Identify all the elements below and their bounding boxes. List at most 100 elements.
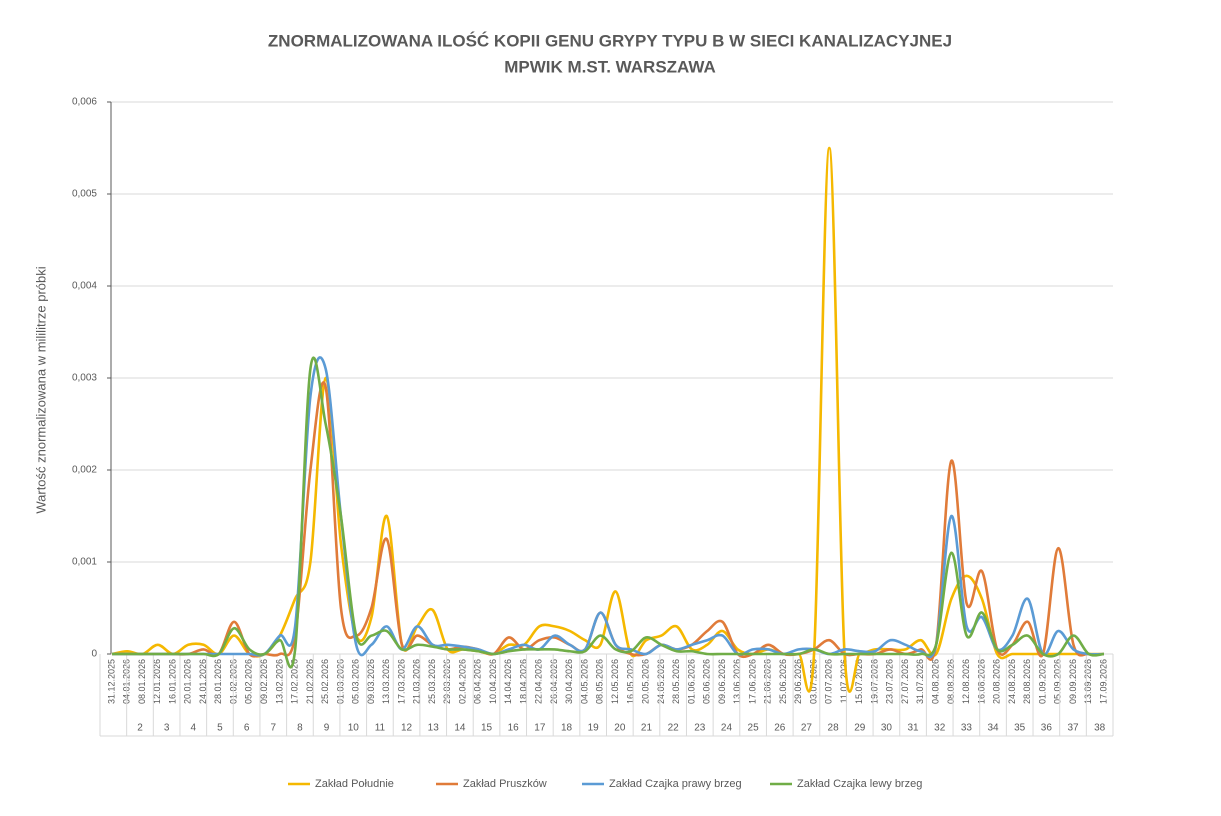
x-tick-label: 21.06.2026	[763, 659, 773, 704]
chart-title: MPWIK M.ST. WARSZAWA	[504, 57, 716, 76]
week-label: 23	[694, 723, 706, 734]
week-label: 28	[828, 723, 840, 734]
y-axis-label: Wartość znormalizowana w mililitrze prób…	[33, 266, 48, 513]
x-tick-label: 04.08.2026	[930, 659, 940, 704]
week-label: 27	[801, 723, 813, 734]
x-tick-label: 16.08.2026	[976, 659, 986, 704]
y-tick-label: 0,001	[72, 557, 97, 568]
week-label: 21	[641, 723, 653, 734]
x-tick-label: 13.06.2026	[732, 659, 742, 704]
x-tick-label: 02.04.2026	[457, 659, 467, 704]
y-tick-label: 0	[91, 649, 97, 660]
x-tick-label: 21.03.2026	[412, 659, 422, 704]
week-label: 30	[881, 723, 893, 734]
x-tick-label: 17.09.2026	[1098, 659, 1108, 704]
x-tick-label: 17.03.2026	[396, 659, 406, 704]
x-tick-label: 30.04.2026	[564, 659, 574, 704]
legend-label: Zakład Czajka lewy brzeg	[797, 778, 922, 790]
x-tick-label: 05.09.2026	[1053, 659, 1063, 704]
x-tick-label: 29.03.2026	[442, 659, 452, 704]
week-label: 17	[534, 723, 546, 734]
week-label: 22	[668, 723, 680, 734]
x-tick-label: 14.04.2026	[503, 659, 513, 704]
week-label: 32	[934, 723, 946, 734]
x-tick-label: 16.01.2026	[167, 659, 177, 704]
x-tick-label: 05.06.2026	[702, 659, 712, 704]
week-label: 29	[854, 723, 866, 734]
week-label: 37	[1067, 723, 1079, 734]
x-tick-label: 09.02.2026	[259, 659, 269, 704]
x-tick-label: 08.08.2026	[946, 659, 956, 704]
x-tick-label: 07.07.2026	[824, 659, 834, 704]
x-tick-label: 12.08.2026	[961, 659, 971, 704]
x-tick-label: 26.04.2026	[549, 659, 559, 704]
week-label: 18	[561, 723, 573, 734]
x-tick-label: 22.04.2026	[534, 659, 544, 704]
x-tick-label: 31.12.2025	[106, 659, 116, 704]
x-tick-label: 03.07.2026	[808, 659, 818, 704]
week-label: 36	[1041, 723, 1053, 734]
week-label: 7	[270, 723, 276, 734]
legend-label: Zakład Pruszków	[463, 778, 547, 790]
week-label: 5	[217, 723, 223, 734]
x-tick-label: 28.01.2026	[213, 659, 223, 704]
week-label: 24	[721, 723, 733, 734]
x-tick-label: 10.04.2026	[488, 659, 498, 704]
x-tick-label: 09.03.2026	[366, 659, 376, 704]
series-line	[111, 146, 1104, 693]
series-line	[112, 356, 1105, 669]
x-tick-label: 12.01.2026	[152, 659, 162, 704]
week-label: 31	[908, 723, 920, 734]
week-label: 4	[191, 723, 197, 734]
x-tick-label: 24.01.2026	[198, 659, 208, 704]
x-tick-label: 25.03.2026	[427, 659, 437, 704]
x-tick-label: 27.07.2026	[900, 659, 910, 704]
week-label: 38	[1094, 723, 1106, 734]
x-tick-label: 06.04.2026	[473, 659, 483, 704]
x-tick-label: 01.06.2026	[686, 659, 696, 704]
x-tick-label: 24.08.2026	[1007, 659, 1017, 704]
week-label: 25	[748, 723, 760, 734]
x-tick-label: 13.03.2026	[381, 659, 391, 704]
x-tick-label: 25.02.2026	[320, 659, 330, 704]
x-tick-label: 23.07.2026	[885, 659, 895, 704]
x-tick-label: 28.08.2026	[1022, 659, 1032, 704]
x-tick-label: 05.02.2026	[244, 659, 254, 704]
x-tick-label: 11.07.2026	[839, 659, 849, 703]
x-tick-label: 29.06.2026	[793, 659, 803, 704]
legend-label: Zakład Czajka prawy brzeg	[609, 778, 742, 790]
x-tick-label: 24.05.2026	[656, 659, 666, 704]
week-label: 15	[481, 723, 493, 734]
y-tick-label: 0,003	[72, 373, 97, 384]
week-label: 16	[508, 723, 520, 734]
week-label: 2	[137, 723, 143, 734]
x-tick-label: 13.09.2026	[1083, 659, 1093, 704]
x-tick-label: 16.05.2026	[625, 659, 635, 704]
week-label: 34	[987, 723, 999, 734]
x-tick-label: 18.04.2026	[518, 659, 528, 704]
x-tick-label: 15.07.2026	[854, 659, 864, 704]
y-tick-label: 0,005	[72, 189, 97, 200]
x-tick-label: 04.05.2026	[579, 659, 589, 704]
week-label: 33	[961, 723, 973, 734]
week-label: 14	[454, 723, 466, 734]
week-label: 26	[774, 723, 786, 734]
week-label: 9	[324, 723, 330, 734]
x-tick-label: 31.07.2026	[915, 659, 925, 704]
week-label: 19	[588, 723, 600, 734]
chart-title: ZNORMALIZOWANA ILOŚĆ KOPII GENU GRYPY TY…	[268, 31, 952, 50]
x-tick-label: 01.09.2026	[1037, 659, 1047, 704]
x-tick-label: 12.05.2026	[610, 659, 620, 704]
y-tick-label: 0,004	[72, 281, 97, 292]
week-label: 6	[244, 723, 250, 734]
x-tick-label: 20.08.2026	[992, 659, 1002, 704]
x-tick-label: 08.01.2026	[137, 659, 147, 704]
week-label: 11	[375, 723, 386, 734]
x-tick-label: 21.02.2026	[305, 659, 315, 704]
x-tick-label: 28.05.2026	[671, 659, 681, 704]
y-tick-label: 0,006	[72, 97, 97, 108]
week-label: 35	[1014, 723, 1026, 734]
x-tick-label: 20.01.2026	[183, 659, 193, 704]
y-tick-label: 0,002	[72, 465, 97, 476]
